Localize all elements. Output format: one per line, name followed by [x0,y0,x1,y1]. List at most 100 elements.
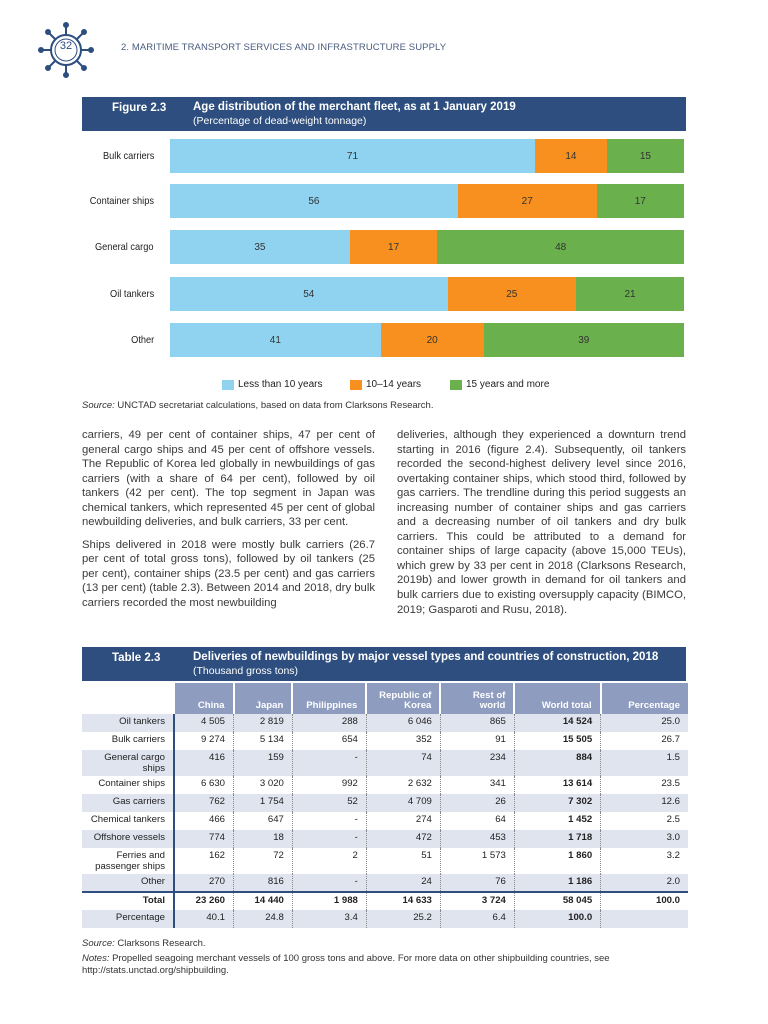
figure-title: Age distribution of the merchant fleet, … [193,101,516,113]
row-label: Ferries and passenger ships [82,848,175,874]
figure-subtitle: (Percentage of dead-weight tonnage) [193,115,367,127]
table-cell: 159 [233,750,293,776]
table-cell: 12.6 [600,794,688,812]
table-cell: 40.1 [173,910,234,928]
table-cell: 2 632 [365,776,441,794]
legend-label: 10–14 years [366,379,422,390]
row-label: Gas carriers [82,794,175,812]
table-cell: 1 186 [513,874,601,892]
bar-segment: 41 [170,323,381,357]
table-cell: 5 134 [233,732,293,750]
table-cell: 472 [365,830,441,848]
table-cell: 3.4 [291,910,367,928]
table-row: Total 23 260 14 440 1 988 14 633 3 724 58 045 1… [82,891,688,910]
table-cell: 72 [233,848,293,874]
table-cell: 2.0 [600,874,688,892]
data-label: 27 [521,195,533,207]
bar-segment: 27 [457,184,597,218]
row-label: Other [82,874,175,892]
legend-swatch [450,379,462,390]
table-row: Chemical tankers 466 647-274 64 1 452 2.5 [82,812,688,830]
table-cell: 288 [291,714,367,732]
paragraph: carriers, 49 per cent of container ships… [82,429,375,529]
data-label: 39 [578,334,590,346]
row-label: Oil tankers [82,714,175,732]
table-cell: 9 274 [173,732,234,750]
table-cell: 1 860 [513,848,601,874]
table-cell: 466 [173,812,234,830]
table-cell: 453 [439,830,515,848]
table-cell: 26 [439,794,515,812]
table-row: Gas carriers 762 1 754 52 4 709 26 7 302 12.6 [82,794,688,812]
stacked-bar-chart: Bulk carriers 71 14 15 Container ships 56 27 17… [0,0,768,400]
row-label: Chemical tankers [82,812,175,830]
table-cell: 2.5 [600,812,688,830]
bar-segment: 14 [534,139,607,173]
table-cell: 4 505 [173,714,234,732]
table-cell: 25.2 [365,910,441,928]
table-cell: 6 630 [173,776,234,794]
table-row: Container ships 6 630 3 020 992 2 632 341 13 6… [82,776,688,794]
column-header: Republic of Korea [365,683,441,714]
figure-source: Source: UNCTAD secretariat calculations,… [82,400,434,411]
table-cell: 7 302 [513,794,601,812]
table-row: General cargo ships 416 159-74 234 884 1.5 [82,750,688,776]
data-label: 41 [269,334,281,346]
table-cell: 23 260 [173,891,234,910]
table-cell: 1.5 [600,750,688,776]
table-title-bar: Table 2.3 Deliveries of newbuildings by … [82,647,686,681]
category-label: Oil tankers [109,288,154,300]
ship-wheel-logo-icon [38,22,94,78]
table-source: Source: Clarksons Research. [82,938,206,949]
table-cell: 1 718 [513,830,601,848]
column-header: China [173,683,234,714]
bar-segment: 71 [170,139,535,173]
table-cell: 654 [291,732,367,750]
table-row: Oil tankers 4 505 2 819 288 6 046 865 14 524 25… [82,714,688,732]
row-label: Container ships [82,776,175,794]
row-label: General cargo ships [82,750,175,776]
table-cell: 816 [233,874,293,892]
table-cell: 884 [513,750,601,776]
column-header: Philippines [291,683,367,714]
data-label: 56 [308,195,320,207]
category-label: Container ships [89,195,154,207]
data-label: 25 [506,288,518,300]
data-label: 15 [639,150,651,162]
table-cell: 76 [439,874,515,892]
figure-title-bar: Figure 2.3 Age distribution of the merch… [82,97,686,131]
legend-label: 15 years and more [466,379,550,390]
table-cell: 4 709 [365,794,441,812]
deliveries-table: China Japan Philippines Republic of Korea Re… [82,683,688,928]
table-cell: - [291,874,367,892]
table-cell: 774 [173,830,234,848]
bar-segment: 39 [483,323,684,357]
table-cell: 24 [365,874,441,892]
category-label: Other [130,334,154,346]
table-subtitle: (Thousand gross tons) [193,665,299,677]
table-cell: 14 524 [513,714,601,732]
table-row: Offshore vessels 774 18-472 453 1 718 3.0 [82,830,688,848]
page-number: 32 [59,40,73,52]
table-cell: 24.8 [233,910,293,928]
table-cell: 341 [439,776,515,794]
legend-swatch [222,379,234,390]
table-cell: 51 [365,848,441,874]
table-cell: 1 988 [291,891,367,910]
data-label: 17 [388,241,400,253]
table-cell: - [291,812,367,830]
table-row: Other 270 816-24 76 1 186 2.0 [82,874,688,892]
table-cell: 3 020 [233,776,293,794]
table-cell: 74 [365,750,441,776]
table-cell: 52 [291,794,367,812]
table-row: Percentage 40.1 24.8 3.4 25.2 6.4 100.0 [82,910,688,928]
table-cell: 762 [173,794,234,812]
data-label: 35 [254,241,266,253]
legend-swatch [350,379,362,390]
legend-item: Less than 10 years [222,379,323,390]
data-label: 71 [346,150,359,162]
bar-segment: 17 [596,184,684,218]
table-cell: 14 440 [233,891,293,910]
bar-segment: 21 [576,277,684,311]
column-header: World total [513,683,601,714]
